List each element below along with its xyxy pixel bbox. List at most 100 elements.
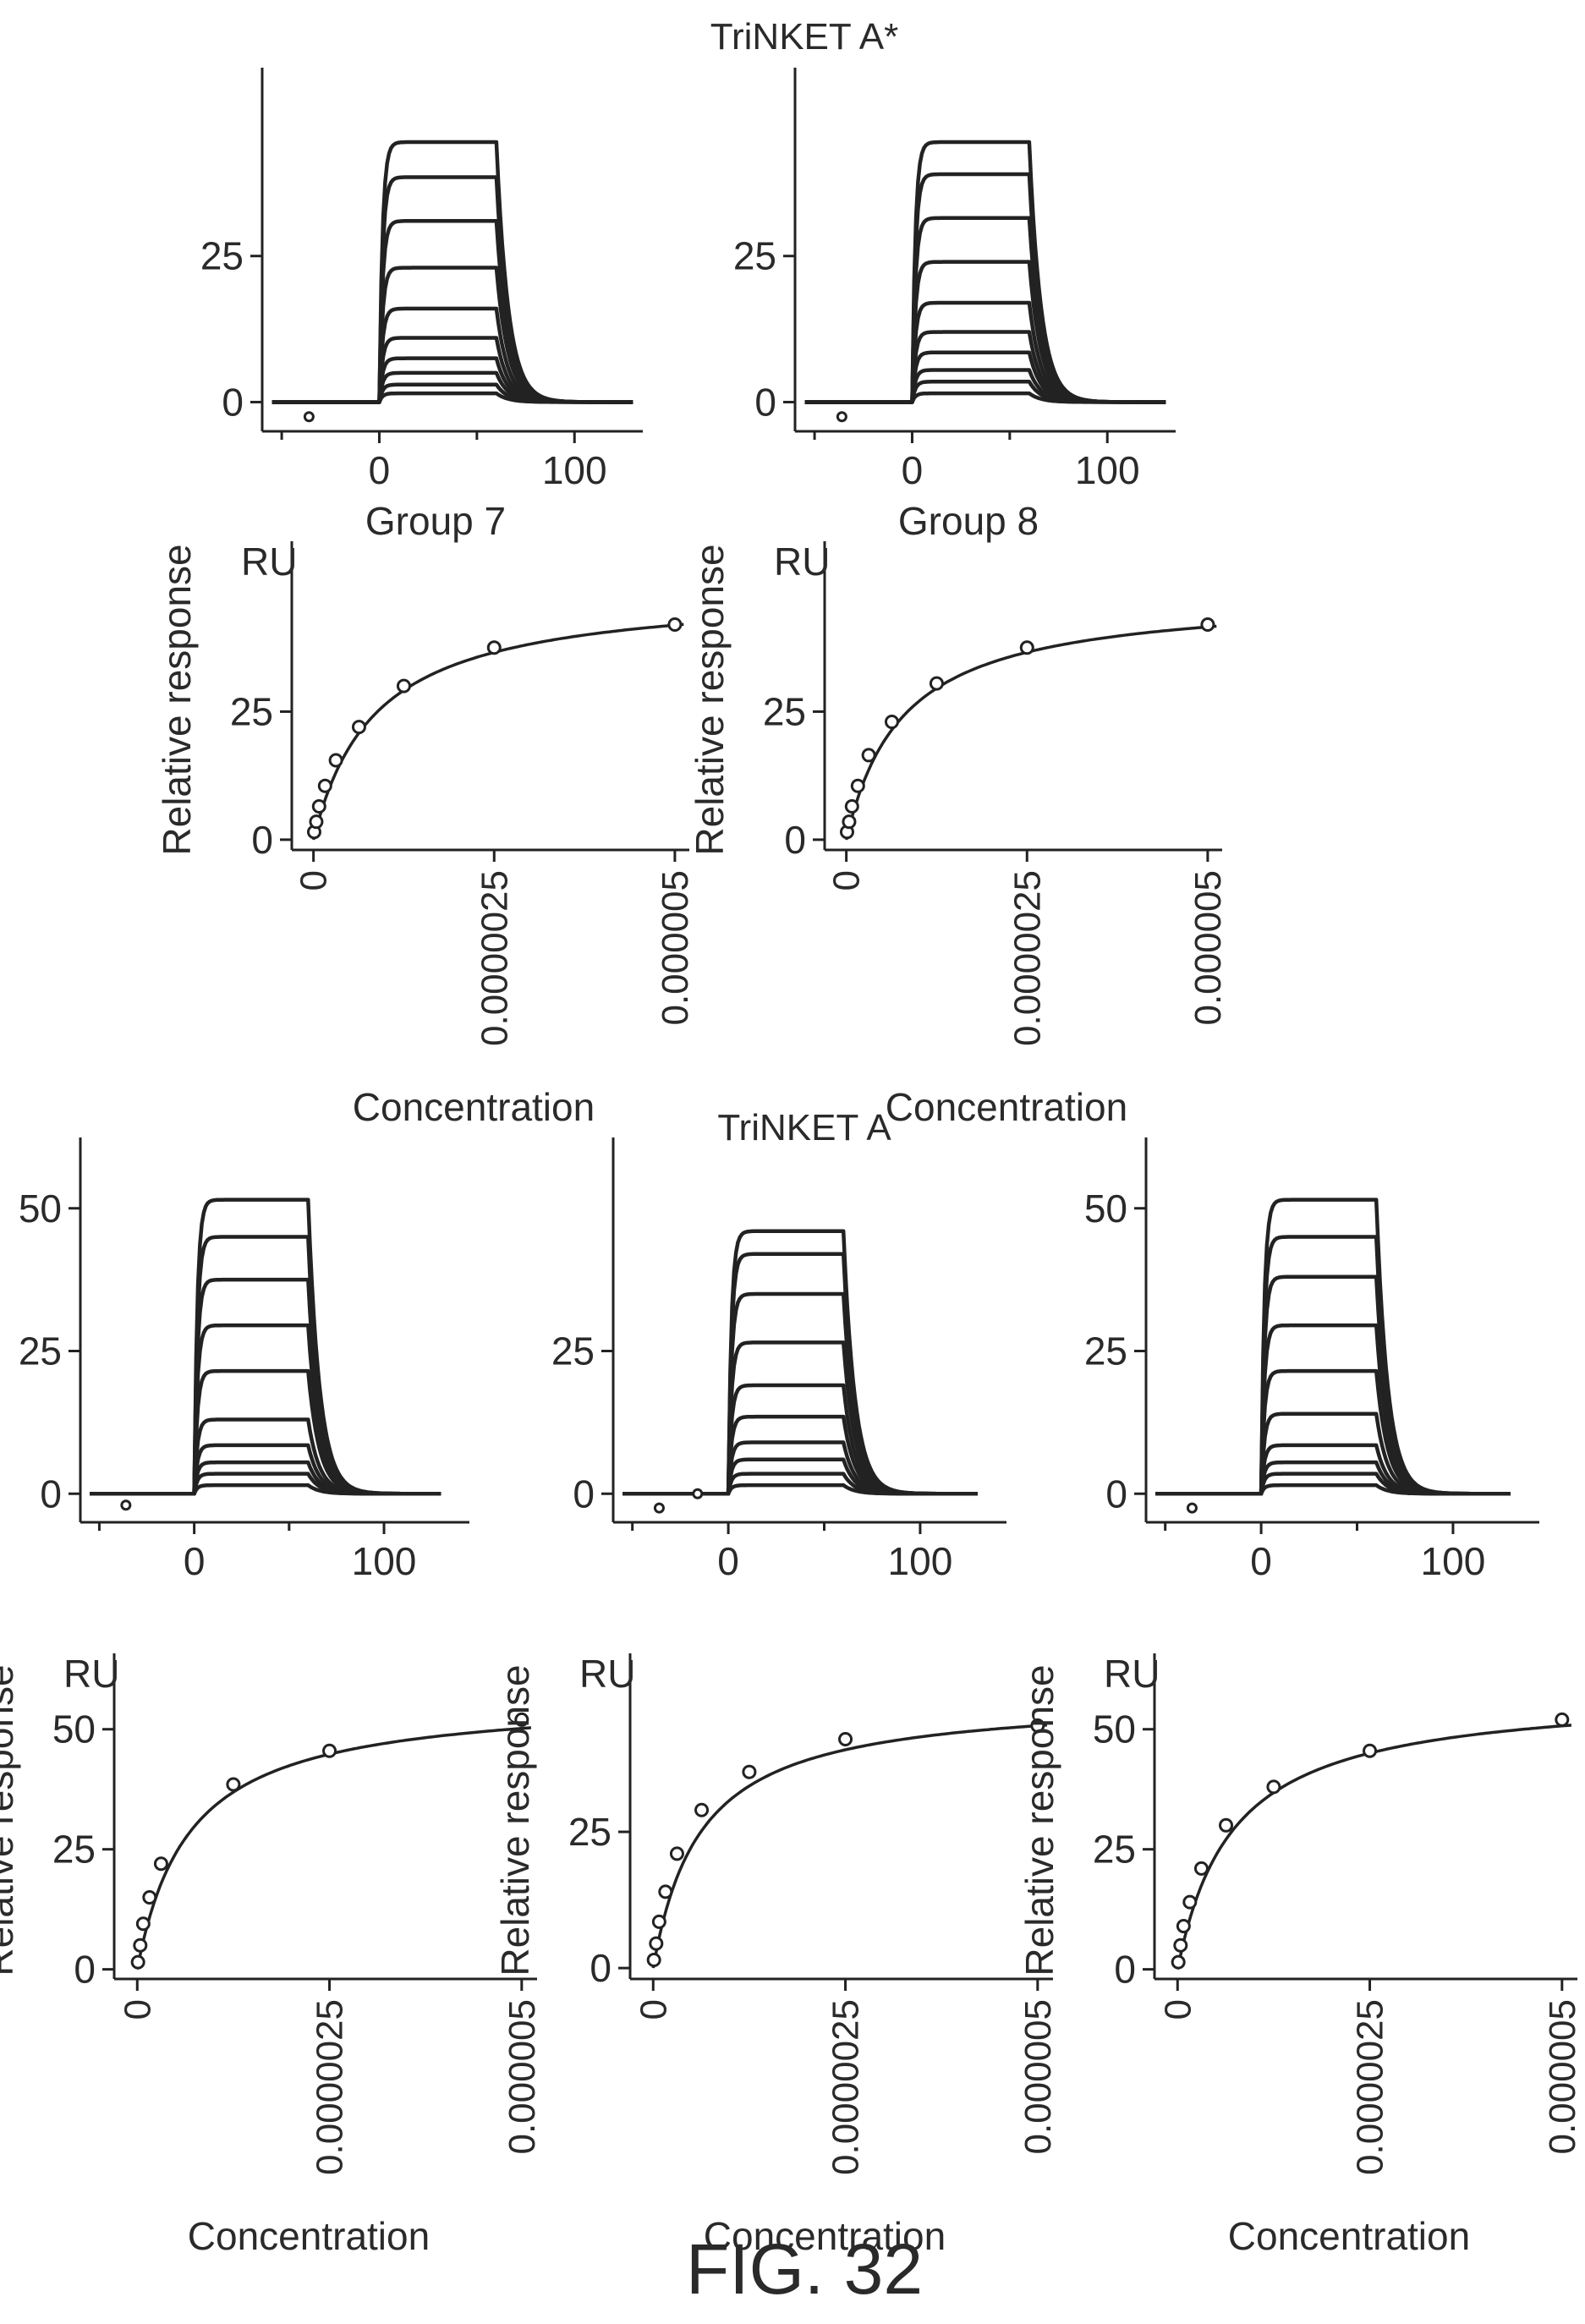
x-tick-label: 0 — [369, 448, 391, 492]
sensorgram-series-4 — [622, 1383, 978, 1496]
sensorgram-series-1 — [90, 1235, 441, 1496]
unit-label: RU — [241, 540, 297, 584]
baseline-marker — [1186, 1502, 1198, 1514]
sensorgram-series-5 — [622, 1414, 978, 1496]
sensorgram-series-3 — [271, 266, 633, 404]
y-tick-label: 25 — [551, 1329, 595, 1373]
x-axis-label: Concentration — [886, 1085, 1127, 1129]
data-point — [658, 1884, 673, 1899]
data-point — [1193, 1861, 1209, 1876]
data-point — [1363, 1743, 1378, 1758]
sensorgram-series-7 — [622, 1457, 978, 1496]
y-tick-label: 0 — [590, 1946, 612, 1990]
y-tick-label: 25 — [200, 234, 244, 278]
sensorgram-series-3 — [1155, 1323, 1511, 1496]
data-point — [133, 1938, 148, 1953]
x-tick-label: 100 — [542, 448, 607, 492]
sensorgram-series-1 — [271, 175, 633, 404]
unit-label: RU — [579, 1652, 635, 1696]
x-tick-label: 100 — [1421, 1539, 1486, 1583]
y-tick-label: 25 — [52, 1828, 96, 1872]
y-tick-label: 25 — [230, 689, 273, 733]
y-axis-label: Relative response — [688, 544, 732, 855]
x-tick-label: 0.0000025 — [1350, 1999, 1391, 2175]
sensorgram-series-9 — [271, 391, 633, 404]
y-axis-label: Relative response — [155, 544, 199, 855]
data-point — [486, 640, 502, 655]
sensorgram-series-9 — [622, 1483, 978, 1496]
x-axis-label: Concentration — [1228, 2214, 1470, 2258]
y-tick-label: 0 — [784, 818, 806, 862]
x-tick-label: 0.0000025 — [825, 1999, 867, 2175]
data-point — [1182, 1894, 1198, 1910]
baseline-marker — [692, 1488, 704, 1499]
fit-curve — [651, 1724, 1047, 1969]
data-point — [1266, 1779, 1281, 1795]
y-tick-label: 25 — [763, 689, 806, 733]
x-tick-label: 0 — [826, 870, 868, 891]
data-point — [396, 678, 411, 693]
data-point — [649, 1936, 664, 1951]
y-tick-label: 25 — [568, 1810, 612, 1854]
x-tick-label: 0 — [1157, 1999, 1198, 2020]
y-tick-label: 50 — [52, 1707, 96, 1751]
y-tick-label: 0 — [573, 1472, 595, 1516]
x-tick-label: 0.0000025 — [1006, 870, 1048, 1046]
data-point — [514, 1712, 529, 1727]
x-axis-label: Concentration — [704, 2214, 946, 2258]
sensorgram-series-9 — [1155, 1483, 1511, 1496]
sensorgram-series-0 — [804, 140, 1166, 404]
data-point — [153, 1856, 168, 1872]
baseline-marker — [303, 411, 315, 423]
sensorgram-series-1 — [804, 172, 1166, 404]
x-tick-label: 0.000005 — [502, 1999, 543, 2155]
data-point — [1555, 1712, 1570, 1727]
y-tick-label: 0 — [40, 1472, 62, 1516]
fit-curve — [844, 624, 1217, 841]
y-tick-label: 50 — [1084, 1187, 1127, 1231]
sensorgram-series-6 — [271, 356, 633, 404]
data-point — [694, 1802, 710, 1817]
data-point — [646, 1952, 661, 1967]
y-tick-label: 50 — [19, 1187, 62, 1231]
x-axis-label: Concentration — [353, 1085, 595, 1129]
sensorgram-series-4 — [271, 306, 633, 404]
data-point — [226, 1777, 241, 1792]
x-tick-label: 0 — [902, 448, 924, 492]
sensorgram-series-7 — [804, 368, 1166, 404]
x-tick-label: 0 — [293, 870, 335, 891]
data-point — [328, 753, 343, 768]
sensorgram-series-5 — [90, 1417, 441, 1496]
y-axis-label: Relative response — [493, 1664, 537, 1976]
sensorgram-series-0 — [90, 1198, 441, 1496]
sensorgram-series-0 — [1155, 1198, 1511, 1496]
data-point — [667, 617, 683, 632]
sensorgram-series-0 — [622, 1229, 978, 1496]
y-tick-label: 25 — [1093, 1828, 1136, 1872]
data-point — [844, 799, 859, 814]
unit-label: RU — [774, 540, 830, 584]
data-point — [861, 748, 876, 763]
unit-label: RU — [63, 1652, 119, 1696]
section-title-trinket-a: TriNKET A — [717, 1107, 891, 1148]
y-axis-label: Relative response — [0, 1664, 21, 1976]
sensorgram-series-0 — [271, 140, 633, 404]
data-point — [742, 1764, 757, 1779]
data-point — [1176, 1919, 1191, 1934]
data-point — [322, 1743, 337, 1758]
x-tick-label: 0.000005 — [1187, 870, 1229, 1026]
y-tick-label: 0 — [1105, 1472, 1127, 1516]
chart-panels: 0 25 0 100 Group 7 0 25 0 100 Group 8 0 25 0 0.000002… — [0, 68, 1583, 2258]
data-point — [1030, 1718, 1045, 1733]
sensorgram-series-5 — [1155, 1411, 1511, 1496]
y-axis-label: Relative response — [1017, 1664, 1061, 1976]
data-point — [309, 814, 324, 830]
x-tick-label: 0 — [184, 1539, 206, 1583]
y-tick-label: 25 — [1084, 1329, 1127, 1373]
y-tick-label: 0 — [1114, 1948, 1136, 1992]
x-axis-label: Concentration — [188, 2214, 430, 2258]
y-tick-label: 25 — [19, 1329, 62, 1373]
data-point — [311, 799, 326, 814]
data-point — [142, 1889, 157, 1905]
